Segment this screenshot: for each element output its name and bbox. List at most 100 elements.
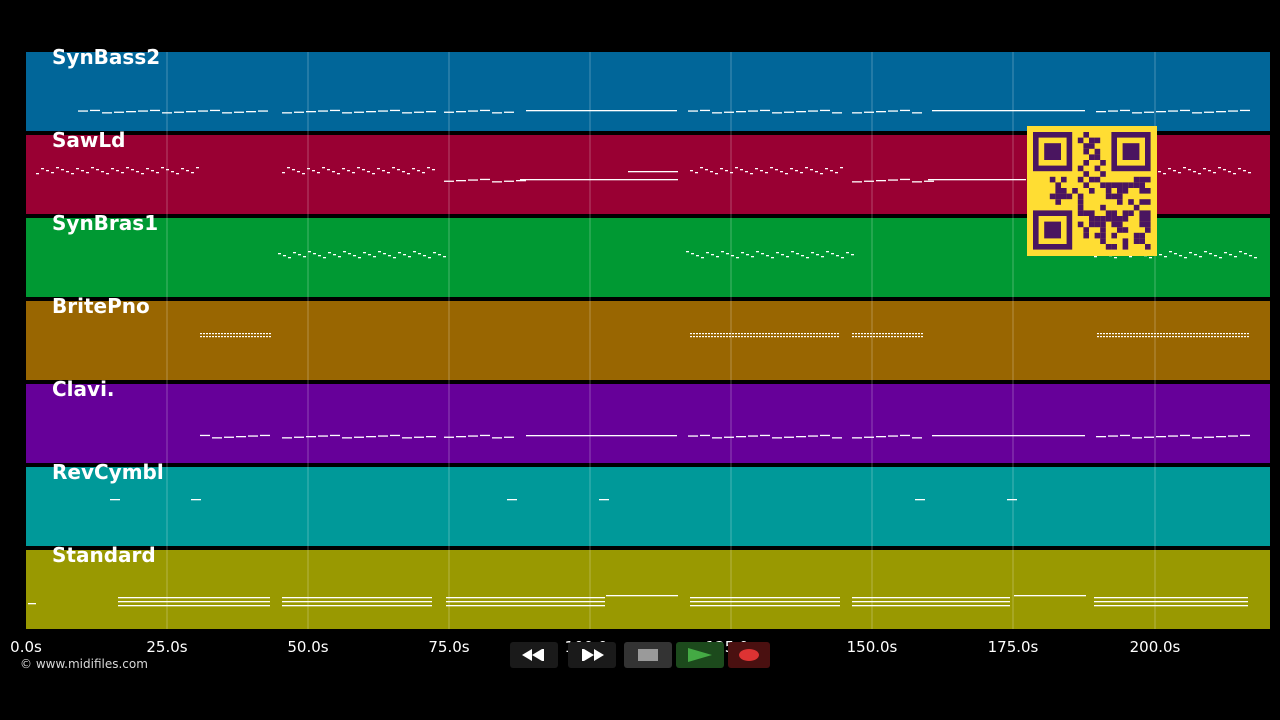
note — [212, 333, 214, 335]
note — [121, 172, 124, 174]
note — [900, 336, 902, 338]
record-button[interactable] — [728, 642, 770, 668]
note — [903, 333, 905, 335]
note — [795, 336, 797, 338]
note — [427, 167, 430, 169]
rewind-button[interactable] — [510, 642, 558, 668]
play-button[interactable] — [676, 642, 724, 668]
note — [810, 336, 812, 338]
note — [870, 336, 872, 338]
note — [864, 336, 866, 338]
note — [297, 171, 300, 173]
note — [418, 253, 421, 255]
note — [203, 336, 205, 338]
note-group — [118, 597, 270, 607]
note — [1112, 333, 1114, 335]
note — [1132, 437, 1142, 439]
note — [735, 333, 737, 335]
note — [1249, 255, 1252, 257]
note — [254, 333, 256, 335]
note — [888, 435, 898, 437]
note — [837, 333, 839, 335]
note-group — [520, 179, 678, 181]
note — [820, 434, 830, 437]
note — [239, 333, 241, 335]
note-group — [690, 333, 839, 338]
note — [864, 180, 874, 182]
note — [1142, 333, 1144, 335]
note — [1219, 257, 1222, 259]
note — [776, 252, 779, 254]
note — [825, 333, 827, 335]
note-group — [1094, 597, 1248, 607]
note — [825, 168, 828, 170]
note — [1180, 109, 1190, 112]
note — [126, 167, 129, 169]
note — [1192, 112, 1202, 114]
note — [56, 167, 59, 169]
note — [480, 109, 490, 112]
note-group — [507, 499, 517, 501]
note — [1214, 336, 1216, 338]
transport-controls — [510, 642, 770, 668]
note — [293, 252, 296, 254]
note — [876, 336, 878, 338]
note — [690, 336, 692, 338]
note — [263, 336, 265, 338]
fast-forward-button[interactable] — [568, 642, 616, 668]
note — [414, 111, 424, 113]
note — [786, 333, 788, 335]
note — [1124, 336, 1126, 338]
note — [292, 169, 295, 171]
note — [720, 333, 722, 335]
note — [900, 434, 910, 437]
note — [1204, 111, 1214, 113]
note — [366, 436, 376, 438]
note — [1209, 253, 1212, 255]
note — [891, 333, 893, 335]
note — [251, 336, 253, 338]
note — [1228, 171, 1231, 173]
note — [735, 336, 737, 338]
note — [932, 435, 1085, 437]
stop-button[interactable] — [624, 642, 672, 668]
note — [302, 173, 305, 175]
note — [876, 436, 886, 438]
note-group — [282, 109, 436, 114]
rewind-icon — [522, 649, 544, 661]
note — [1163, 336, 1165, 338]
note — [432, 169, 435, 171]
note — [1211, 336, 1213, 338]
note — [906, 333, 908, 335]
note — [1173, 170, 1176, 172]
note — [151, 170, 154, 172]
note — [1168, 168, 1171, 170]
note — [200, 434, 210, 437]
note — [1115, 333, 1117, 335]
note — [765, 336, 767, 338]
note — [1193, 333, 1195, 335]
note — [729, 333, 731, 335]
note — [831, 333, 833, 335]
note — [1160, 336, 1162, 338]
note — [1151, 333, 1153, 335]
note — [71, 173, 74, 175]
note — [504, 180, 514, 182]
note — [690, 605, 840, 607]
note-group — [1158, 167, 1251, 175]
note — [1145, 333, 1147, 335]
note — [768, 333, 770, 335]
track-name-label: Standard — [52, 543, 156, 567]
note — [1226, 333, 1228, 335]
note — [1175, 333, 1177, 335]
note — [906, 336, 908, 338]
note — [78, 110, 88, 112]
note — [834, 336, 836, 338]
note — [236, 333, 238, 335]
note — [735, 167, 738, 169]
note — [744, 333, 746, 335]
note — [348, 253, 351, 255]
note — [209, 333, 211, 335]
note-group — [444, 109, 514, 114]
note — [492, 181, 502, 183]
